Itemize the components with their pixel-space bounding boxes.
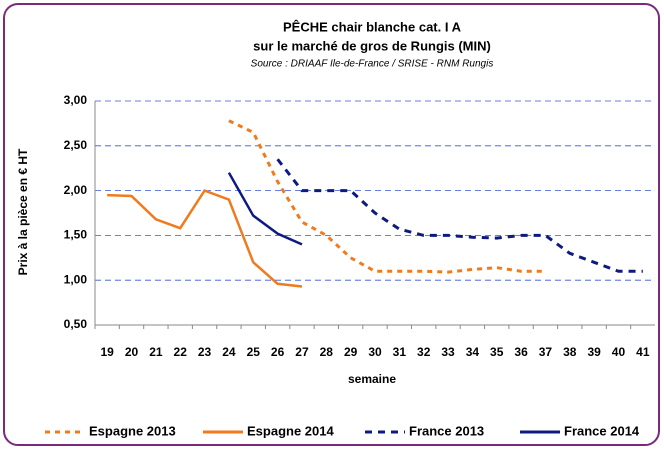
x-tick-label: 24 [222, 345, 236, 359]
x-tick-label: 22 [174, 345, 188, 359]
x-axis-label: semaine [348, 372, 396, 386]
x-tick-label: 36 [514, 345, 528, 359]
chart-title: PÊCHE chair blanche cat. I A [283, 19, 462, 34]
x-tick-label: 26 [271, 345, 285, 359]
legend-label: Espagne 2013 [89, 423, 176, 438]
x-tick-label: 38 [563, 345, 577, 359]
y-tick-label: 1,00 [64, 272, 88, 286]
legend-label: Espagne 2014 [247, 423, 334, 438]
x-tick-label: 37 [539, 345, 553, 359]
x-tick-label: 30 [368, 345, 382, 359]
x-tick-label: 39 [587, 345, 601, 359]
series-line [276, 158, 643, 273]
series-line [107, 189, 303, 288]
x-tick-label: 32 [417, 345, 431, 359]
x-tick-label: 33 [441, 345, 455, 359]
x-tick-label: 21 [149, 345, 163, 359]
legend-label: France 2014 [564, 423, 640, 438]
x-tick-label: 28 [320, 345, 334, 359]
x-tick-label: 20 [125, 345, 139, 359]
x-tick-label: 41 [636, 345, 650, 359]
y-tick-label: 0,50 [64, 317, 88, 331]
x-tick-label: 27 [295, 345, 309, 359]
y-tick-label: 3,00 [64, 93, 88, 107]
chart-source: Source : DRIAAF Ile-de-France / SRISE - … [251, 59, 494, 70]
x-tick-label: 40 [612, 345, 626, 359]
x-tick-label: 25 [247, 345, 261, 359]
y-axis-label: Prix à la pièce en € HT [16, 148, 30, 275]
frame [3, 3, 660, 446]
x-tick-label: 23 [198, 345, 212, 359]
y-tick-label: 2,50 [64, 138, 88, 152]
legend-label: France 2013 [409, 423, 484, 438]
y-tick-label: 1,50 [64, 228, 88, 242]
series-line [227, 172, 303, 246]
x-tick-label: 29 [344, 345, 358, 359]
y-tick-label: 2,00 [64, 183, 88, 197]
chart-subtitle: sur le marché de gros de Rungis (MIN) [253, 38, 491, 53]
x-tick-label: 31 [393, 345, 407, 359]
x-tick-label: 35 [490, 345, 504, 359]
x-tick-label: 34 [466, 345, 480, 359]
x-tick-label: 19 [100, 345, 114, 359]
